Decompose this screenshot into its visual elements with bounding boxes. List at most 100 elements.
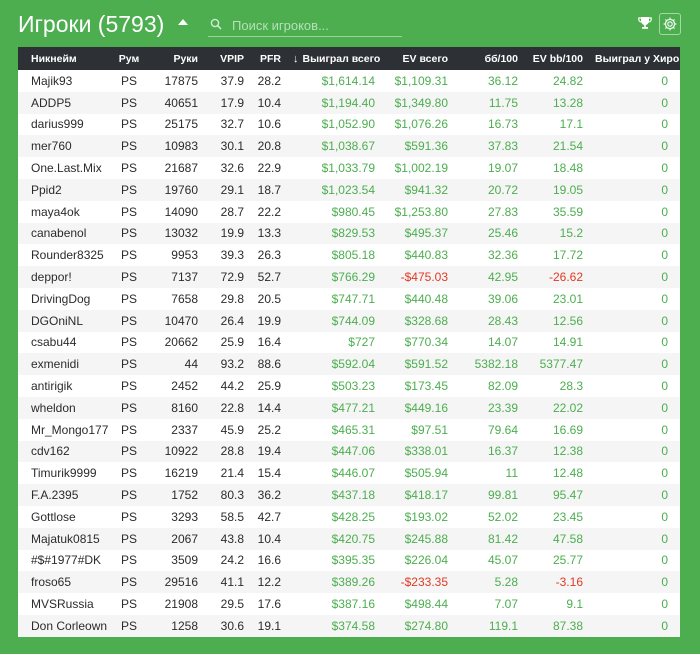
cell-ev-total: $1,253.80 <box>394 204 448 219</box>
column-header-hands[interactable]: Руки <box>173 52 198 65</box>
column-header-pfr[interactable]: PFR <box>260 52 281 65</box>
trophy-icon[interactable] <box>637 15 653 31</box>
cell-won-total: $389.26 <box>331 575 375 590</box>
cell-won-total: $428.25 <box>331 509 375 524</box>
cell-pfr: 10.4 <box>257 531 281 546</box>
cell-hands: 8160 <box>171 400 198 415</box>
table-row[interactable]: MVSRussia PS 21908 29.5 17.6 $387.16 $498.44 7.… <box>18 593 680 615</box>
column-header-ev-bb100[interactable]: EV bb/100 <box>532 52 583 65</box>
column-header-won-total-label: Выиграл всего <box>302 52 381 65</box>
cell-name[interactable]: #$#1977#DK <box>31 553 102 568</box>
cell-name[interactable]: Majatuk0815 <box>31 531 100 546</box>
column-header-won-total[interactable]: ↓ Выиграл всего <box>293 47 387 70</box>
cell-ev-bb100: 17.72 <box>552 248 583 263</box>
cell-room: PS <box>120 422 137 437</box>
table-row[interactable]: ADDP5 PS 40651 17.9 10.4 $1,194.40 $1,349.80 11… <box>18 91 680 114</box>
table-row[interactable]: darius999 PS 25175 32.7 10.6 $1,052.90 $1,076.… <box>18 114 680 136</box>
column-header-bb100[interactable]: бб/100 <box>484 52 518 65</box>
cell-name[interactable]: canabenol <box>31 226 87 241</box>
cell-vpip: 41.1 <box>220 575 244 590</box>
cell-name[interactable]: DGOniNL <box>31 313 84 328</box>
table-row[interactable]: Ppid2 PS 19760 29.1 18.7 $1,023.54 $941.32 20.7… <box>18 178 680 201</box>
cell-hands: 2452 <box>171 379 198 394</box>
cell-name[interactable]: Rounder8325 <box>31 248 104 263</box>
cell-name[interactable]: One.Last.Mix <box>31 161 102 176</box>
table-row[interactable]: Gottlose PS 3293 58.5 42.7 $428.25 $193.02 52.0… <box>18 506 680 528</box>
search-input[interactable] <box>232 14 398 36</box>
cell-name[interactable]: DrivingDog <box>31 291 91 306</box>
column-header-ev-total[interactable]: EV всего <box>402 52 448 65</box>
cell-name[interactable]: Majik93 <box>31 73 73 88</box>
cell-room: PS <box>120 618 137 633</box>
table-row[interactable]: cdv162 PS 10922 28.8 19.4 $447.06 $338.01 16.37… <box>18 440 680 463</box>
cell-name[interactable]: Timurik9999 <box>31 466 97 481</box>
table-row[interactable]: #$#1977#DK PS 3509 24.2 16.6 $395.35 $226.04 45… <box>18 550 680 572</box>
table-row[interactable]: Majatuk0815 PS 2067 43.8 10.4 $420.75 $245.88 8… <box>18 527 680 550</box>
cell-hands: 3509 <box>171 553 198 568</box>
table-row[interactable]: Rounder8325 PS 9953 39.3 26.3 $805.18 $440.83 3… <box>18 244 680 266</box>
cell-room: PS <box>120 270 137 285</box>
cell-ev-total: $97.51 <box>411 422 448 437</box>
table-row[interactable]: mer760 PS 10983 30.1 20.8 $1,038.67 $591.36 37.… <box>18 135 680 158</box>
cell-bb100: 25.46 <box>487 226 518 241</box>
column-header-room[interactable]: Рум <box>118 52 140 65</box>
cell-won-total: $805.18 <box>331 248 375 263</box>
cell-won-vs-hero: 0 <box>661 575 668 590</box>
cell-won-total: $766.29 <box>331 270 375 285</box>
table-row[interactable]: DGOniNL PS 10470 26.4 19.9 $744.09 $328.68 28.4… <box>18 309 680 332</box>
table-row[interactable]: deppor! PS 7137 72.9 52.7 $766.29 -$475.03 42.9… <box>18 266 680 288</box>
cell-pfr: 52.7 <box>257 270 281 285</box>
cell-name[interactable]: darius999 <box>31 117 84 132</box>
cell-name[interactable]: exmenidi <box>31 357 80 372</box>
cell-name[interactable]: F.A.2395 <box>31 488 79 503</box>
cell-room: PS <box>120 335 137 350</box>
table-row[interactable]: antirigik PS 2452 44.2 25.9 $503.23 $173.45 82.… <box>18 375 680 397</box>
players-table: Никнейм Рум Руки VPIP PFR ↓ Выиграл всего… <box>18 47 680 637</box>
settings-button[interactable] <box>659 13 681 35</box>
table-row[interactable]: F.A.2395 PS 1752 80.3 36.2 $437.18 $418.17 99.8… <box>18 484 680 506</box>
cell-ev-total: $770.34 <box>404 335 448 350</box>
cell-won-vs-hero: 0 <box>661 226 668 241</box>
cell-room: PS <box>120 226 137 241</box>
cell-hands: 7137 <box>171 270 198 285</box>
table-row[interactable]: wheldon PS 8160 22.8 14.4 $477.21 $449.16 23.39… <box>18 396 680 419</box>
cell-name[interactable]: wheldon <box>31 400 76 415</box>
table-row[interactable]: One.Last.Mix PS 21687 32.6 22.9 $1,033.79 $1,0… <box>18 157 680 179</box>
table-row[interactable]: DrivingDog PS 7658 29.8 20.5 $747.71 $440.48 39… <box>18 288 680 310</box>
cell-name[interactable]: maya4ok <box>31 204 80 219</box>
cell-name[interactable]: csabu44 <box>31 335 77 350</box>
cell-bb100: 39.06 <box>487 291 518 306</box>
search-box[interactable] <box>208 14 402 37</box>
table-row[interactable]: exmenidi PS 44 93.2 88.6 $592.04 $591.52 5382.1… <box>18 353 680 376</box>
table-row[interactable]: froso65 PS 29516 41.1 12.2 $389.26 -$233.35 5.2… <box>18 571 680 594</box>
table-row[interactable]: csabu44 PS 20662 25.9 16.4 $727 $770.34 14.07 14… <box>18 332 680 354</box>
column-header-vpip[interactable]: VPIP <box>220 52 244 65</box>
table-row[interactable]: Don Corleown PS 1258 30.6 19.1 $374.58 $274.80… <box>18 614 680 637</box>
cell-name[interactable]: mer760 <box>31 139 72 154</box>
cell-name[interactable]: froso65 <box>31 575 72 590</box>
table-row[interactable]: Timurik9999 PS 16219 21.4 15.4 $446.07 $505.94… <box>18 462 680 484</box>
cell-vpip: 28.7 <box>220 204 244 219</box>
table-row[interactable]: maya4ok PS 14090 28.7 22.2 $980.45 $1,253.80 27… <box>18 201 680 223</box>
cell-won-vs-hero: 0 <box>661 488 668 503</box>
cell-name[interactable]: antirigik <box>31 379 73 394</box>
cell-hands: 40651 <box>164 95 198 110</box>
cell-name[interactable]: Don Corleown <box>31 618 108 633</box>
table-row[interactable]: Mr_Mongo177 PS 2337 45.9 25.2 $465.31 $97.51 79… <box>18 419 680 441</box>
column-header-name[interactable]: Никнейм <box>31 52 77 65</box>
cell-name[interactable]: deppor! <box>31 270 72 285</box>
table-row[interactable]: canabenol PS 13032 19.9 13.3 $829.53 $495.37 25… <box>18 222 680 245</box>
cell-name[interactable]: Ppid2 <box>31 182 62 197</box>
cell-won-total: $1,033.79 <box>321 161 375 176</box>
cell-name[interactable]: cdv162 <box>31 444 70 459</box>
column-header-won-vs-hero[interactable]: Выиграл у Хиро <box>595 52 680 65</box>
cell-hands: 10470 <box>164 313 198 328</box>
table-row[interactable]: Majik93 PS 17875 37.9 28.2 $1,614.14 $1,109.31… <box>18 70 680 92</box>
cell-name[interactable]: MVSRussia <box>31 597 94 612</box>
cell-name[interactable]: Mr_Mongo177 <box>31 422 109 437</box>
cell-name[interactable]: Gottlose <box>31 509 76 524</box>
caret-up-icon[interactable] <box>178 19 188 25</box>
cell-ev-bb100: 16.69 <box>552 422 583 437</box>
cell-name[interactable]: ADDP5 <box>31 95 72 110</box>
cell-vpip: 93.2 <box>220 357 244 372</box>
